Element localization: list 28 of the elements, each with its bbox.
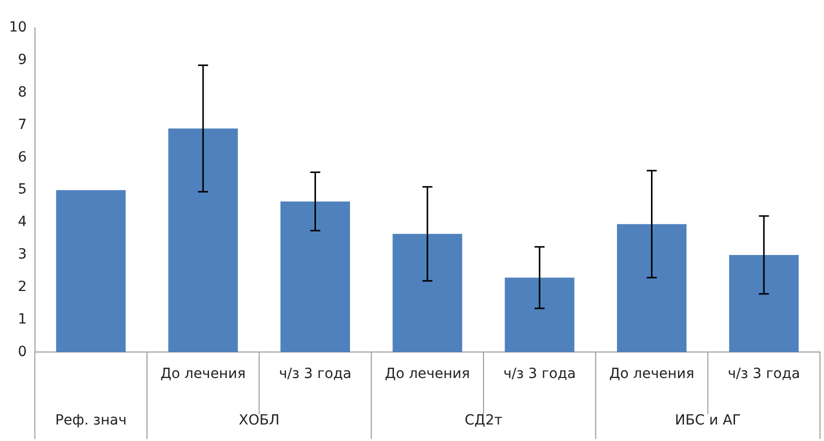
y-tick-label: 5 xyxy=(18,182,27,198)
x-tick-label: ч/з 3 года xyxy=(728,366,800,382)
x-tick-label: ч/з 3 года xyxy=(503,366,576,382)
bar xyxy=(504,278,574,352)
y-tick-label: 3 xyxy=(18,246,27,263)
x-tick-label: До лечения xyxy=(384,366,470,382)
text: Реф. знач xyxy=(55,412,127,429)
y-tick-label: 7 xyxy=(18,116,27,133)
bar xyxy=(616,224,687,352)
bar xyxy=(729,254,799,352)
bar xyxy=(56,190,126,352)
x-tick-label: ч/з 3 года xyxy=(279,366,352,382)
x-tick-label: До лечения xyxy=(609,366,694,382)
y-tick-label: 10 xyxy=(8,20,27,36)
bar xyxy=(168,128,238,352)
y-tick-label: 1 xyxy=(18,311,27,328)
y-tick-label: 0 xyxy=(18,344,27,360)
x-tick-label: До лечения xyxy=(160,366,246,382)
bar xyxy=(392,234,462,352)
y-tick-label: 6 xyxy=(18,149,27,166)
bar xyxy=(280,201,350,352)
y-tick-label: 4 xyxy=(18,214,27,230)
text: ХОБЛ xyxy=(238,412,280,429)
y-tick-label: 8 xyxy=(18,84,27,100)
y-tick-label: 9 xyxy=(18,52,27,68)
text: ИБС и АГ xyxy=(674,412,741,429)
text: СД2т xyxy=(464,412,502,429)
y-tick-label: 2 xyxy=(18,279,27,295)
